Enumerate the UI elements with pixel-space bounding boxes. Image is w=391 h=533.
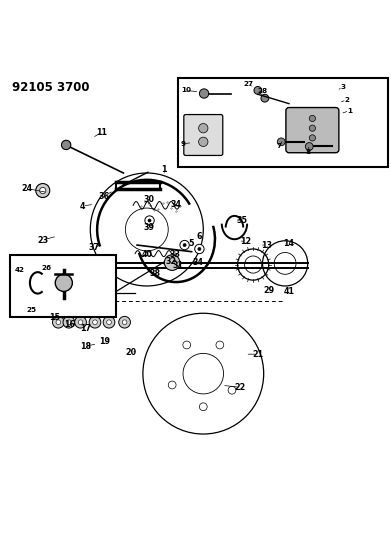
Text: 18: 18 xyxy=(80,342,91,351)
Circle shape xyxy=(309,135,316,141)
Text: 41: 41 xyxy=(283,287,294,296)
Text: 7: 7 xyxy=(277,143,282,149)
Circle shape xyxy=(103,317,115,328)
Text: 37: 37 xyxy=(89,243,100,252)
Text: 3: 3 xyxy=(340,84,345,90)
Text: 22: 22 xyxy=(235,383,246,392)
Text: 1: 1 xyxy=(347,108,352,114)
Bar xyxy=(11,255,116,317)
Text: 36: 36 xyxy=(99,192,109,201)
Circle shape xyxy=(36,183,50,198)
Text: 25: 25 xyxy=(26,307,36,313)
Circle shape xyxy=(305,143,313,150)
Circle shape xyxy=(63,317,75,328)
FancyBboxPatch shape xyxy=(286,108,339,153)
Text: 23: 23 xyxy=(37,236,48,245)
Circle shape xyxy=(195,244,204,254)
Circle shape xyxy=(261,94,269,102)
Circle shape xyxy=(55,274,72,292)
Text: 32: 32 xyxy=(165,256,176,265)
Text: 33: 33 xyxy=(170,251,181,260)
Text: 19: 19 xyxy=(100,337,111,346)
Text: 9: 9 xyxy=(181,141,186,147)
Circle shape xyxy=(75,317,86,328)
Text: 8: 8 xyxy=(306,149,311,155)
Circle shape xyxy=(254,86,262,94)
Text: 38: 38 xyxy=(149,269,160,278)
Circle shape xyxy=(93,320,97,325)
Text: 27: 27 xyxy=(243,81,253,87)
Text: 14: 14 xyxy=(283,239,294,248)
Text: 11: 11 xyxy=(97,127,108,136)
Circle shape xyxy=(89,317,101,328)
Text: 21: 21 xyxy=(252,350,264,359)
Text: 10: 10 xyxy=(181,87,191,93)
Circle shape xyxy=(277,138,285,146)
Circle shape xyxy=(107,320,111,325)
Circle shape xyxy=(199,89,209,98)
Text: 12: 12 xyxy=(240,237,252,246)
Text: 4: 4 xyxy=(80,201,85,211)
Circle shape xyxy=(198,247,201,251)
Circle shape xyxy=(145,216,154,225)
Text: 20: 20 xyxy=(126,349,137,358)
Circle shape xyxy=(61,140,71,150)
Text: 40: 40 xyxy=(141,251,152,260)
Text: 26: 26 xyxy=(41,265,52,271)
Circle shape xyxy=(309,125,316,131)
Text: 2: 2 xyxy=(344,97,349,103)
Circle shape xyxy=(309,115,316,122)
Text: 34: 34 xyxy=(170,200,181,208)
Circle shape xyxy=(39,188,46,193)
Circle shape xyxy=(122,320,127,325)
Text: 42: 42 xyxy=(14,266,24,272)
Text: 5: 5 xyxy=(189,239,194,248)
Text: 39: 39 xyxy=(143,223,154,232)
Circle shape xyxy=(66,320,71,325)
Circle shape xyxy=(148,219,151,222)
Text: 35: 35 xyxy=(237,216,248,225)
Circle shape xyxy=(119,317,131,328)
Circle shape xyxy=(199,137,208,147)
Circle shape xyxy=(183,244,186,247)
Bar xyxy=(178,77,388,167)
Circle shape xyxy=(199,124,208,133)
Text: 1: 1 xyxy=(161,165,166,174)
Text: 28: 28 xyxy=(257,88,267,94)
Circle shape xyxy=(56,320,61,325)
Circle shape xyxy=(164,255,180,270)
Circle shape xyxy=(78,320,83,325)
Text: 31: 31 xyxy=(172,261,183,270)
Text: 34: 34 xyxy=(192,258,203,267)
Circle shape xyxy=(52,317,64,328)
Text: 16: 16 xyxy=(65,320,75,329)
Text: 6: 6 xyxy=(197,232,202,240)
FancyBboxPatch shape xyxy=(184,115,223,156)
Circle shape xyxy=(180,240,189,250)
Text: 30: 30 xyxy=(143,195,154,204)
Text: 29: 29 xyxy=(263,286,274,295)
Text: 24: 24 xyxy=(22,184,33,193)
Text: 15: 15 xyxy=(49,313,60,321)
Text: 13: 13 xyxy=(261,240,272,249)
Text: 17: 17 xyxy=(80,325,91,333)
Text: 92105 3700: 92105 3700 xyxy=(13,82,90,94)
